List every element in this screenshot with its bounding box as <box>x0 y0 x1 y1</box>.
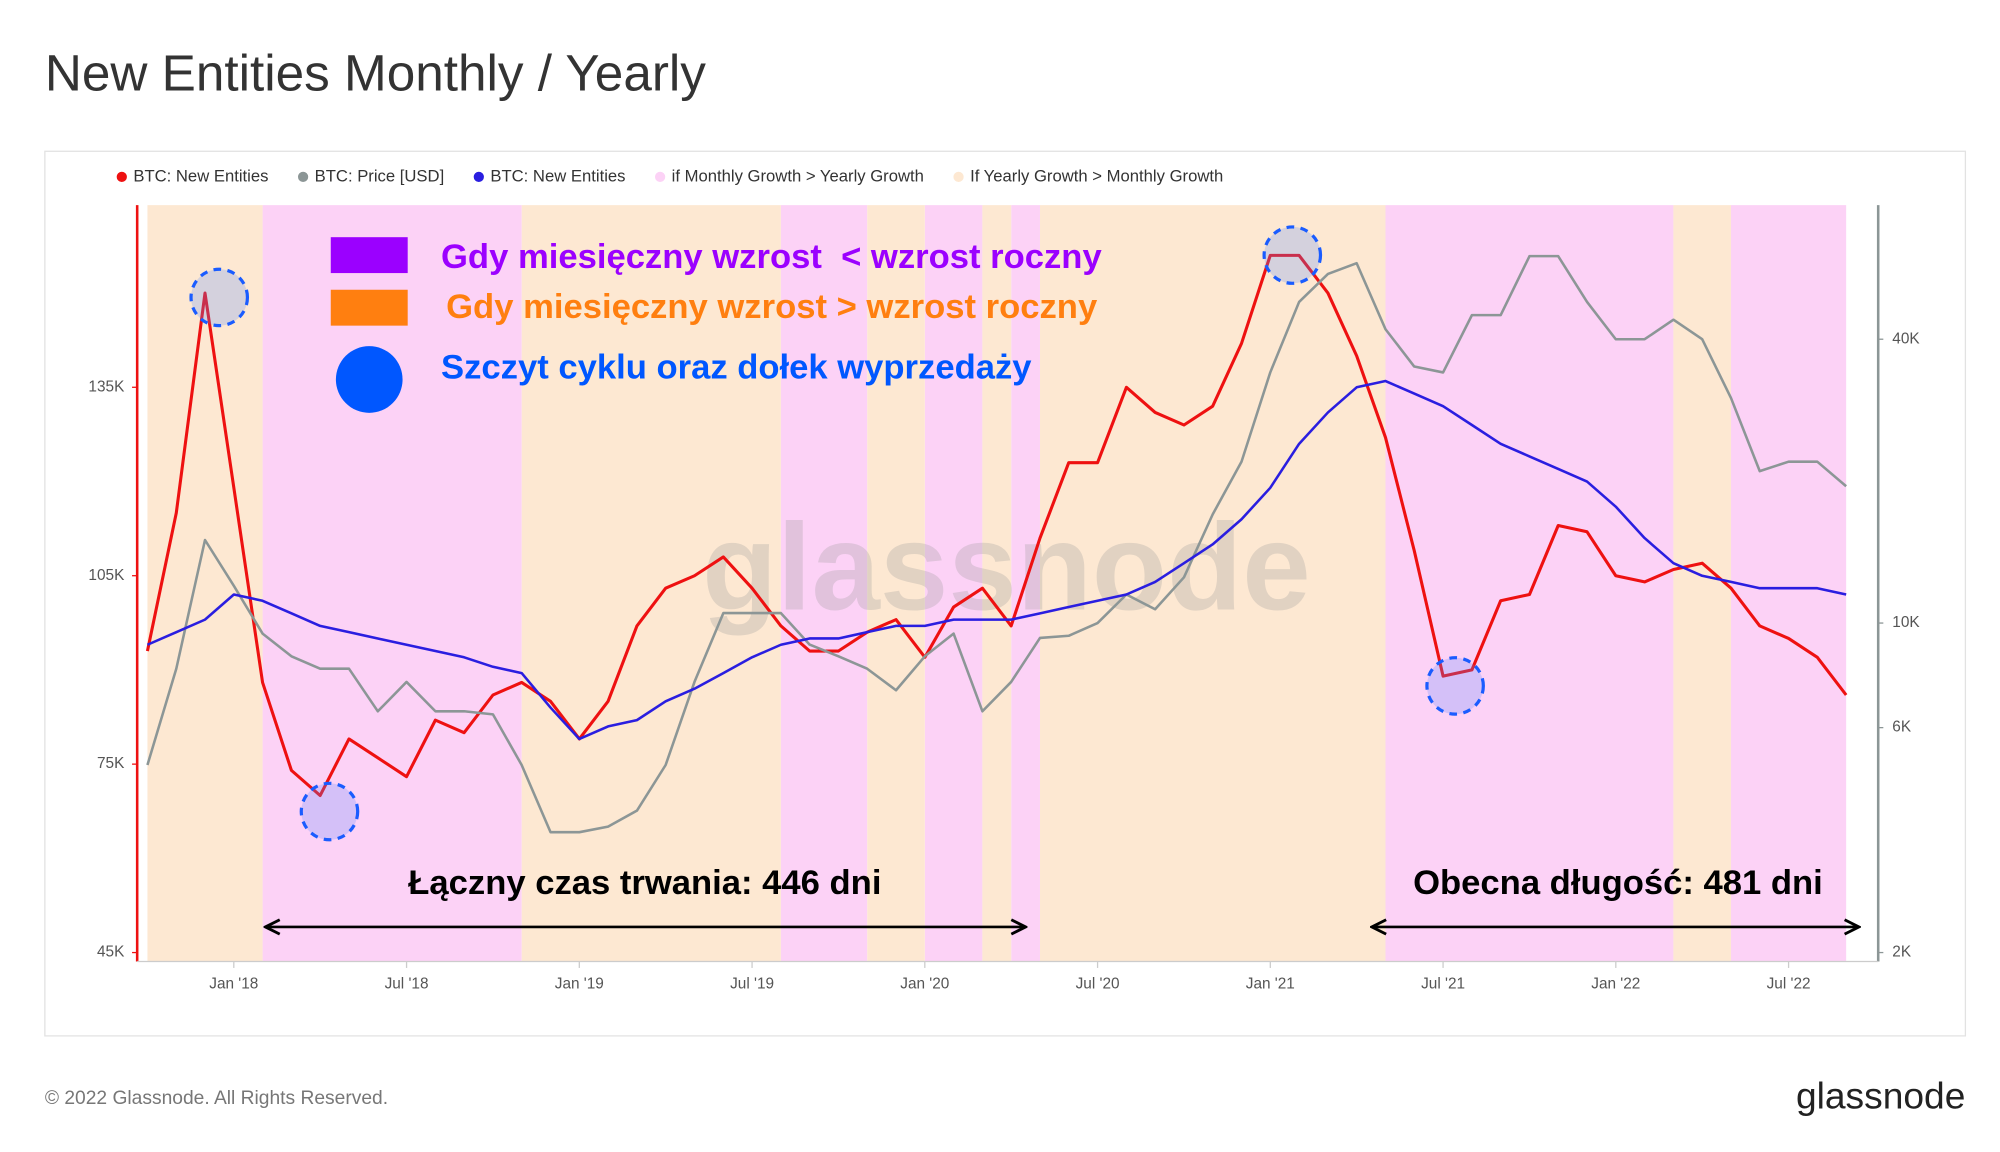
band <box>982 205 1012 962</box>
band <box>521 205 781 962</box>
band <box>262 205 522 962</box>
bands <box>147 205 1847 962</box>
series-line <box>145 253 1848 798</box>
y2-tick-label: 10K <box>1892 614 1920 631</box>
duration-label: Łączny czas trwania: 446 dni <box>408 864 881 902</box>
key-label: Gdy miesięczny wzrost < wzrost roczny <box>441 238 1102 276</box>
y2-tick-label: 2K <box>1892 944 1912 961</box>
y-tick-label: 135K <box>88 378 125 395</box>
chart-title: New Entities Monthly / Yearly <box>45 44 706 101</box>
cycle-marker <box>189 267 250 328</box>
band <box>1673 205 1731 962</box>
legend-swatch <box>116 171 127 183</box>
legend-swatch <box>473 171 484 183</box>
legend-label: If Yearly Growth > Monthly Growth <box>970 166 1223 185</box>
watermark: glassnode <box>702 499 1311 636</box>
y-tick-label: 75K <box>97 755 125 772</box>
x-tick-label: Jan '22 <box>1591 976 1640 993</box>
legend-label: if Monthly Growth > Yearly Growth <box>672 166 924 185</box>
key-swatch <box>330 289 408 326</box>
x-tick-label: Jul '20 <box>1076 976 1120 993</box>
legend-swatch <box>297 171 309 183</box>
x-tick-label: Jul '22 <box>1767 976 1811 993</box>
band <box>867 205 925 962</box>
key-swatch <box>330 237 408 274</box>
x-tick-label: Jul '21 <box>1421 976 1465 993</box>
key-label: Gdy miesięczny wzrost > wzrost roczny <box>446 288 1098 326</box>
chart-frame <box>44 150 1967 1037</box>
band <box>1730 205 1847 962</box>
key-swatch <box>335 346 403 413</box>
x-tick-label: Jan '18 <box>209 976 258 993</box>
band <box>1385 205 1674 962</box>
series-line <box>146 379 1847 741</box>
cycle-marker <box>1262 225 1323 285</box>
band <box>147 205 263 962</box>
legend-label: BTC: New Entities <box>490 166 625 185</box>
x-tick-label: Jan '20 <box>900 976 949 993</box>
y2-tick-label: 40K <box>1892 330 1920 347</box>
x-tick-label: Jul '18 <box>385 976 429 993</box>
x-tick-label: Jul '19 <box>730 976 774 993</box>
band <box>924 205 983 962</box>
band <box>780 205 868 962</box>
legend: BTC: New Entities BTC: Price [USD] BTC: Ne… <box>116 166 1223 185</box>
legend-swatch <box>654 171 666 183</box>
brand: glassnode <box>1796 1075 1965 1117</box>
y2-tick-label: 6K <box>1892 719 1912 736</box>
cycle-marker <box>1425 656 1485 716</box>
x-tick-label: Jan '21 <box>1246 976 1295 993</box>
key: Gdy miesięczny wzrost < wzrost roczny Gdy… <box>441 238 1102 386</box>
key-label: Szczyt cyklu oraz dołek wyprzedaży <box>441 348 1032 386</box>
series-line <box>146 254 1847 834</box>
band <box>1039 205 1386 962</box>
lines <box>145 253 1848 834</box>
legend-label: BTC: Price [USD] <box>315 166 445 185</box>
x-tick-label: Jan '19 <box>555 976 604 993</box>
legend-label: BTC: New Entities <box>133 166 268 185</box>
y-tick-label: 105K <box>88 567 125 584</box>
legend-swatch <box>953 171 964 183</box>
y-tick-label: 45K <box>97 944 125 961</box>
copyright: © 2022 Glassnode. All Rights Reserved. <box>45 1088 388 1109</box>
cycle-marker <box>299 781 360 842</box>
duration-label: Obecna długość: 481 dni <box>1413 864 1823 902</box>
